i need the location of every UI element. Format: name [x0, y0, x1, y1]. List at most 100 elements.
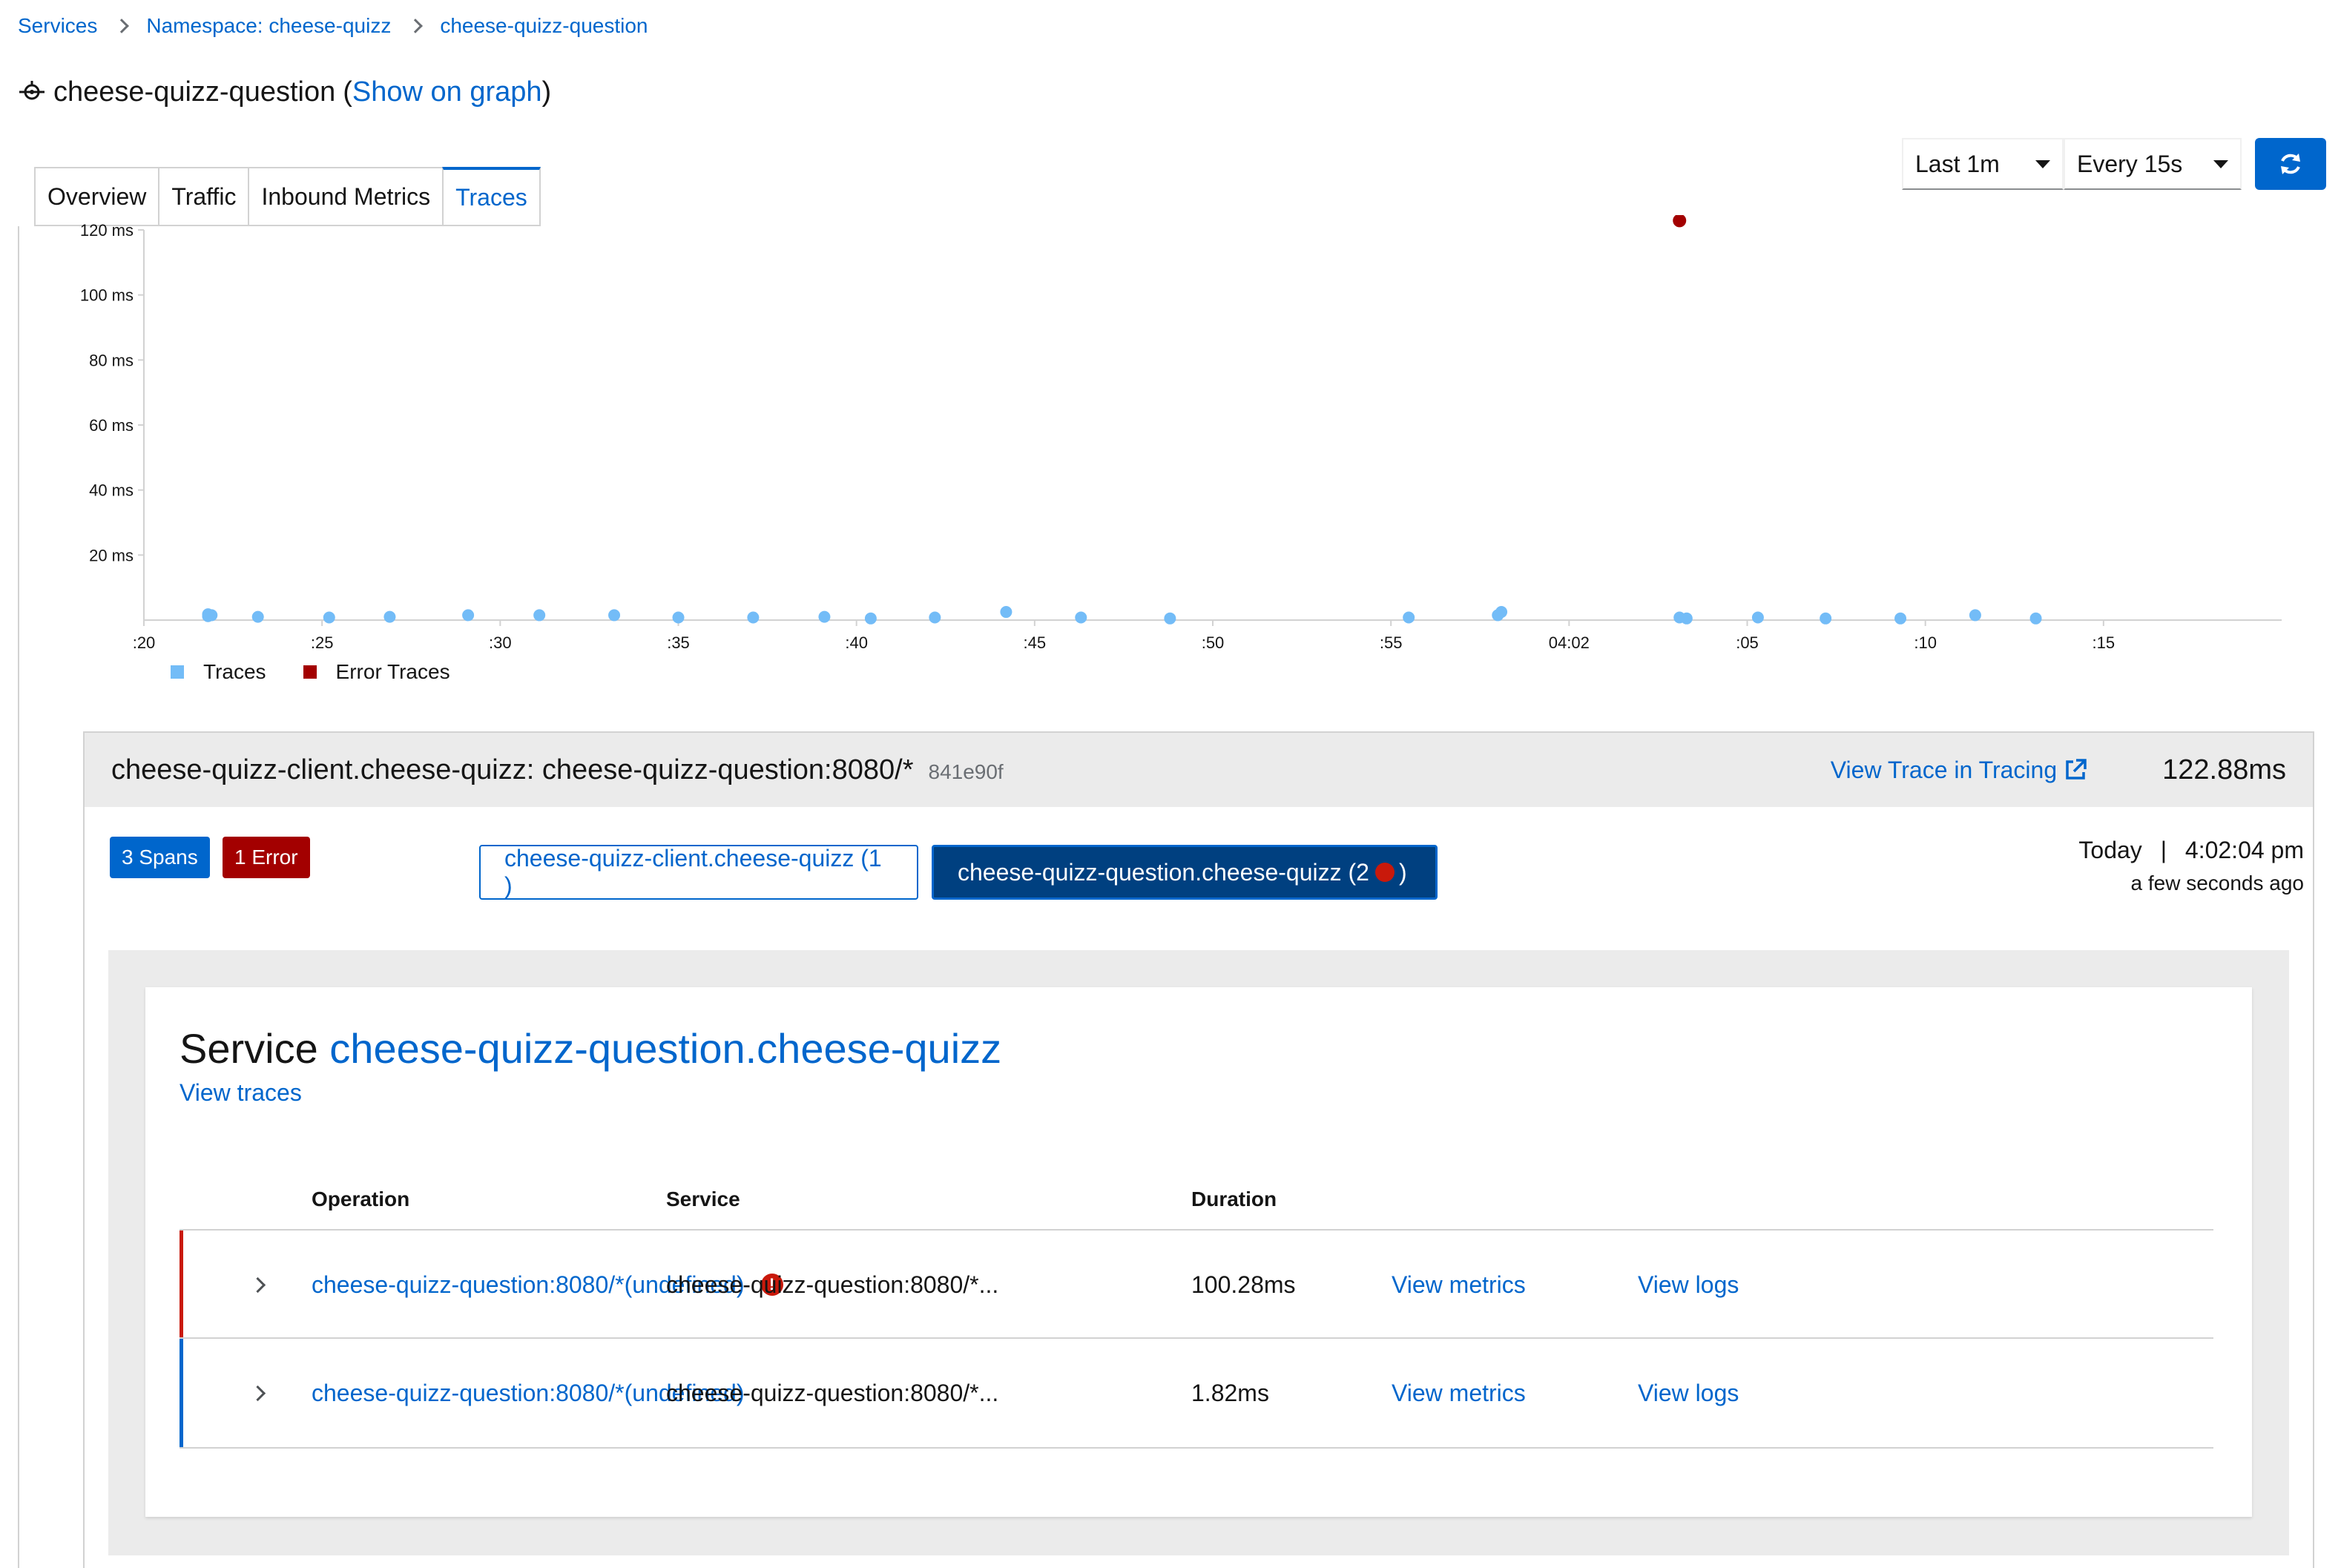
y-tick-label: 120 ms — [80, 221, 134, 240]
x-tick-label: :05 — [1736, 633, 1759, 652]
trace-point[interactable] — [818, 610, 831, 623]
breadcrumb: Services Namespace: cheese-quizz cheese-… — [18, 10, 648, 42]
y-tick-label: 60 ms — [89, 416, 134, 435]
row-indicator — [180, 1339, 183, 1447]
trace-point[interactable] — [1820, 612, 1832, 625]
view-logs-link[interactable]: View logs — [1638, 1271, 1739, 1298]
x-tick-label: :35 — [667, 633, 690, 652]
x-tick-label: :10 — [1914, 633, 1937, 652]
trace-point[interactable] — [1075, 611, 1087, 624]
x-tick-label: :20 — [133, 633, 156, 652]
service-icon — [19, 81, 45, 100]
error-badge: 1 Error — [223, 837, 310, 878]
chart-legend: Traces Error Traces — [171, 660, 487, 684]
operation-cell: cheese-quizz-question:8080/*(undefined) … — [312, 1231, 783, 1339]
column-header-duration: Duration — [1191, 1187, 1277, 1210]
service-name: cheese-quizz-question — [53, 76, 336, 108]
trace-point[interactable] — [1673, 215, 1687, 228]
tab-bar: Overview Traffic Inbound Metrics Traces — [34, 167, 541, 226]
title-open-paren: ( — [343, 76, 352, 108]
x-tick-label: :30 — [489, 633, 512, 652]
trace-point[interactable] — [608, 609, 621, 622]
trace-timestamp: Today | 4:02:04 pm a few seconds ago — [2078, 837, 2304, 895]
trace-point[interactable] — [672, 611, 685, 624]
operation-link[interactable]: cheese-quizz-question:8080/*(undefined) — [312, 1379, 745, 1406]
trace-point[interactable] — [1000, 606, 1013, 619]
service-button-client[interactable]: cheese-quizz-client.cheese-quizz (1 ) — [479, 845, 918, 900]
chevron-right-icon — [114, 19, 130, 33]
trace-time: 4:02:04 pm — [2184, 837, 2304, 863]
chevron-right-icon — [249, 1277, 266, 1293]
table-row: cheese-quizz-question:8080/*(undefined) … — [180, 1337, 2213, 1449]
breadcrumb-services[interactable]: Services — [18, 14, 98, 37]
chevron-right-icon — [408, 19, 424, 33]
trace-point[interactable] — [1894, 612, 1907, 625]
trace-point[interactable] — [1680, 612, 1693, 625]
view-trace-label: View Trace in Tracing — [1830, 756, 2058, 783]
show-on-graph-link[interactable]: Show on graph — [352, 76, 542, 108]
row-expand-toggle[interactable] — [249, 1231, 266, 1339]
caret-down-icon — [2035, 159, 2050, 168]
table-row: cheese-quizz-question:8080/*(undefined) … — [180, 1229, 2213, 1339]
refresh-interval-dropdown[interactable]: Every 15s — [2064, 138, 2242, 190]
view-logs-link[interactable]: View logs — [1638, 1379, 1739, 1406]
view-metrics-link[interactable]: View metrics — [1392, 1271, 1526, 1298]
breadcrumb-current[interactable]: cheese-quizz-question — [440, 14, 648, 37]
tab-traces[interactable]: Traces — [442, 167, 541, 226]
y-tick-label: 80 ms — [89, 351, 134, 369]
trace-point[interactable] — [1164, 612, 1176, 625]
trace-point[interactable] — [1403, 611, 1415, 624]
duration-cell: 1.82ms — [1191, 1379, 1269, 1406]
operation-link[interactable]: cheese-quizz-question:8080/*(undefined) — [312, 1271, 745, 1298]
duration-dropdown[interactable]: Last 1m — [1902, 138, 2064, 190]
tab-overview[interactable]: Overview — [34, 167, 159, 226]
row-expand-toggle[interactable] — [249, 1339, 266, 1447]
content-left-border — [0, 226, 19, 1568]
trace-point[interactable] — [1495, 606, 1508, 619]
tab-inbound-metrics[interactable]: Inbound Metrics — [248, 167, 443, 226]
x-tick-label: :50 — [1202, 633, 1225, 652]
trace-point[interactable] — [747, 611, 760, 624]
service-panel-title: Service cheese-quizz-question.cheese-qui… — [180, 1024, 1001, 1073]
trace-point[interactable] — [1969, 609, 1981, 622]
service-button-question[interactable]: cheese-quizz-question.cheese-quizz (2 ) — [932, 845, 1438, 900]
view-traces-link[interactable]: View traces — [180, 1079, 302, 1106]
refresh-interval-value: Every 15s — [2077, 150, 2183, 177]
view-trace-in-tracing-link[interactable]: View Trace in Tracing — [1831, 757, 2088, 784]
service-name-link[interactable]: cheese-quizz-question.cheese-quizz — [329, 1025, 1002, 1072]
service-button-suffix: ) — [1398, 858, 1407, 886]
duration-value: Last 1m — [1915, 150, 2000, 177]
title-close-paren: ) — [541, 76, 552, 108]
service-button-label: cheese-quizz-question.cheese-quizz (2 — [958, 858, 1369, 886]
x-tick-label: :45 — [1024, 633, 1047, 652]
error-row-indicator — [180, 1231, 183, 1339]
trace-point[interactable] — [251, 610, 264, 623]
trace-relative-time: a few seconds ago — [2130, 872, 2305, 895]
trace-name: cheese-quizz-client.cheese-quizz: cheese… — [111, 754, 914, 785]
tab-traffic[interactable]: Traffic — [158, 167, 248, 226]
trace-point[interactable] — [2029, 612, 2042, 625]
spans-badge: 3 Spans — [110, 837, 210, 878]
trace-point[interactable] — [205, 609, 218, 622]
trace-point[interactable] — [1751, 611, 1764, 624]
caret-down-icon — [2213, 159, 2228, 168]
trace-point[interactable] — [864, 612, 877, 625]
breadcrumb-namespace[interactable]: Namespace: cheese-quizz — [146, 14, 392, 37]
legend-item-error-traces[interactable]: Error Traces — [303, 660, 450, 684]
trace-point[interactable] — [383, 610, 396, 623]
trace-point[interactable] — [929, 611, 941, 624]
service-cell: cheese-quizz-question:8080/*... — [666, 1271, 999, 1298]
trace-point[interactable] — [533, 609, 546, 622]
view-metrics-link[interactable]: View metrics — [1392, 1379, 1526, 1406]
service-details-panel: Service cheese-quizz-question.cheese-qui… — [145, 987, 2252, 1517]
legend-item-traces[interactable]: Traces — [171, 660, 266, 684]
trace-point[interactable] — [462, 609, 475, 622]
refresh-button[interactable] — [2255, 138, 2326, 190]
x-tick-label: :15 — [2093, 633, 2116, 652]
chevron-right-icon — [249, 1385, 266, 1401]
trace-point[interactable] — [323, 611, 335, 624]
y-tick-label: 100 ms — [80, 286, 134, 305]
trace-header: cheese-quizz-client.cheese-quizz: cheese… — [85, 733, 2313, 807]
x-tick-label: :55 — [1380, 633, 1403, 652]
page-title: cheese-quizz-question ( Show on graph ) — [18, 71, 551, 113]
